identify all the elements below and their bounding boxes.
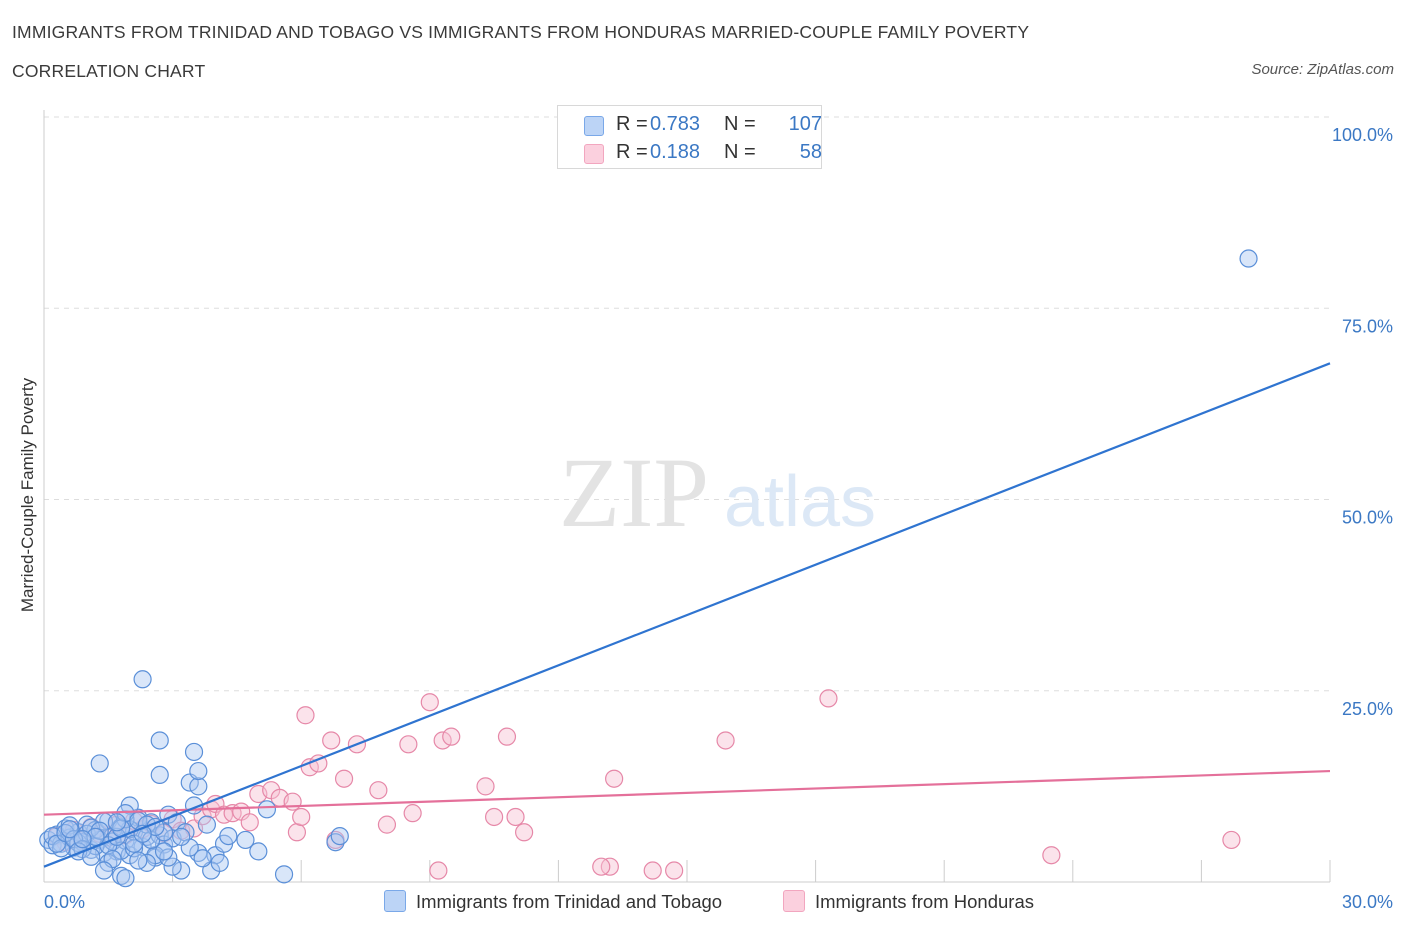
data-point-trinidad: [197, 815, 216, 834]
trend-line-honduras: [43, 769, 1331, 816]
data-point-trinidad: [73, 830, 92, 849]
data-point-honduras: [429, 861, 448, 880]
data-point-honduras: [283, 792, 302, 811]
gridlines: [44, 116, 1330, 692]
legend-swatch-honduras: [584, 144, 604, 164]
data-point-trinidad: [236, 830, 255, 850]
chart-title: IMMIGRANTS FROM TRINIDAD AND TOBAGO VS I…: [12, 22, 1030, 42]
trend-line-trinidad: [43, 362, 1331, 868]
data-point-honduras: [1042, 846, 1061, 865]
data-point-trinidad: [116, 869, 135, 888]
data-point-trinidad: [184, 742, 204, 762]
legend-n-value: 107: [788, 113, 822, 135]
data-point-trinidad: [219, 826, 238, 846]
x-tick-label-max: 30.0%: [1342, 892, 1393, 912]
data-point-trinidad: [330, 826, 349, 846]
data-point-honduras: [403, 804, 422, 823]
bottom-legend-swatch-honduras: [783, 890, 805, 912]
data-point-trinidad: [189, 777, 208, 796]
trend-lines: [43, 362, 1331, 868]
data-point-honduras: [476, 777, 495, 796]
bottom-legend-label-trinidad: Immigrants from Trinidad and Tobago: [416, 891, 723, 912]
x-tick-label-min: 0.0%: [44, 892, 85, 912]
data-point-honduras: [497, 727, 517, 746]
watermark-zip: ZIP: [559, 437, 709, 548]
data-point-trinidad: [150, 731, 169, 750]
data-point-honduras: [643, 861, 662, 880]
data-point-honduras: [433, 731, 452, 750]
legend-r-value: 0.188: [650, 141, 701, 163]
data-point-honduras: [296, 706, 315, 725]
data-point-trinidad: [107, 813, 126, 832]
data-point-trinidad: [172, 861, 191, 880]
legend-r-label: R =: [616, 141, 648, 163]
legend-n-value: 58: [799, 141, 822, 163]
legend-n-label: N =: [724, 113, 756, 135]
data-point-trinidad: [60, 820, 79, 839]
data-point-honduras: [300, 758, 319, 777]
data-point-trinidad: [150, 765, 169, 785]
data-point-trinidad: [274, 865, 294, 884]
legend-r-value: 0.783: [650, 113, 701, 135]
chart-subtitle: CORRELATION CHART: [12, 61, 206, 81]
data-point-trinidad: [133, 670, 152, 689]
data-point-honduras: [292, 807, 311, 827]
legend-swatch-trinidad: [584, 116, 604, 136]
data-point-honduras: [1222, 830, 1241, 850]
bottom-legend-label-honduras: Immigrants from Honduras: [815, 891, 1034, 912]
data-point-trinidad: [107, 827, 126, 846]
series-trinidad-points: [39, 249, 1258, 888]
source-credit: Source: ZipAtlas.com: [1251, 61, 1394, 78]
y-tick-label: 25.0%: [1342, 699, 1393, 719]
data-point-trinidad: [257, 800, 277, 819]
data-point-trinidad: [94, 861, 114, 880]
data-point-honduras: [819, 689, 838, 708]
data-point-trinidad: [193, 849, 212, 868]
data-point-honduras: [334, 769, 354, 788]
data-point-trinidad: [154, 823, 174, 842]
watermark: ZIP atlas: [559, 437, 876, 548]
data-point-honduras: [420, 693, 439, 712]
bottom-legend-honduras: Immigrants from Honduras: [783, 890, 1034, 913]
data-point-honduras: [240, 813, 259, 832]
data-point-trinidad: [129, 851, 148, 870]
data-point-honduras: [716, 731, 735, 750]
watermark-atlas: atlas: [724, 462, 876, 542]
data-point-trinidad: [210, 853, 229, 872]
legend-r-label: R =: [616, 113, 648, 135]
data-point-honduras: [665, 861, 684, 880]
y-tick-labels: 25.0% 50.0% 75.0% 100.0%: [1332, 125, 1393, 719]
data-point-trinidad: [172, 827, 191, 846]
data-point-honduras: [377, 815, 397, 834]
data-point-trinidad: [154, 842, 174, 861]
data-point-honduras: [485, 807, 504, 827]
data-point-honduras: [515, 823, 534, 842]
data-point-trinidad: [189, 761, 208, 781]
data-point-trinidad: [90, 754, 109, 773]
data-point-honduras: [592, 857, 611, 876]
data-point-trinidad: [249, 842, 268, 861]
correlation-legend: R = 0.783 N = 107 R = 0.188 N = 58: [557, 105, 822, 169]
data-point-honduras: [442, 727, 461, 746]
data-point-honduras: [369, 781, 388, 800]
bottom-legend-swatch-trinidad: [384, 890, 406, 912]
data-point-honduras: [506, 807, 525, 827]
x-tick-labels: 0.0% 30.0%: [44, 892, 1393, 912]
data-point-trinidad: [163, 857, 182, 876]
data-point-honduras: [287, 823, 307, 842]
y-axis-label: Married-Couple Family Poverty: [18, 377, 37, 613]
data-point-honduras: [605, 769, 624, 788]
data-point-honduras: [322, 731, 341, 750]
data-point-trinidad: [1239, 249, 1258, 268]
y-tick-label: 75.0%: [1342, 316, 1393, 336]
data-point-honduras: [399, 735, 418, 754]
y-tick-label: 100.0%: [1332, 125, 1393, 145]
y-tick-label: 50.0%: [1342, 508, 1393, 528]
bottom-legend-trinidad: Immigrants from Trinidad and Tobago: [384, 890, 722, 913]
legend-n-label: N =: [724, 141, 756, 163]
x-axis-ticks: [43, 860, 1331, 882]
